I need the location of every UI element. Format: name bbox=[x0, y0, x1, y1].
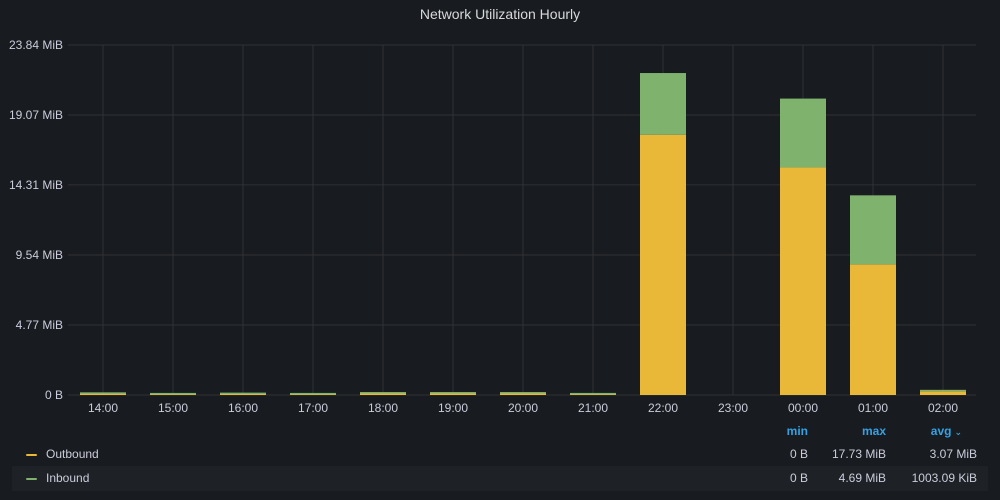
bar-outbound-2000[interactable] bbox=[500, 393, 546, 396]
bar-inbound-1800[interactable] bbox=[360, 392, 406, 394]
x-tick-label: 23:00 bbox=[718, 401, 748, 415]
x-tick-label: 16:00 bbox=[228, 401, 258, 415]
bar-inbound-1500[interactable] bbox=[150, 392, 196, 395]
inbound-swatch-icon bbox=[26, 478, 37, 480]
legend-header-avg-label: avg bbox=[930, 424, 952, 438]
bar-inbound-0200[interactable] bbox=[920, 389, 966, 392]
y-axis-labels: 0 B 4.77 MiB 9.54 MiB 14.31 MiB 19.07 MiB 23.… bbox=[9, 38, 63, 402]
panel-title: Network Utilization Hourly bbox=[419, 6, 581, 22]
bar-inbound-1400[interactable] bbox=[80, 392, 126, 394]
bar-chart: 0 B 4.77 MiB 9.54 MiB 14.31 MiB 19.07 MiB 23.… bbox=[9, 38, 976, 415]
bar-inbound-1700[interactable] bbox=[290, 392, 336, 395]
bar-inbound-2000[interactable] bbox=[500, 392, 546, 394]
legend-row-outbound[interactable]: Outbound 0 B 17.73 MiB 3.07 MiB bbox=[12, 442, 988, 467]
legend-header-avg[interactable]: avg ⌄ bbox=[900, 424, 962, 440]
outbound-swatch-icon bbox=[26, 454, 37, 456]
bar-outbound-0200[interactable] bbox=[920, 391, 966, 395]
y-tick-label: 23.84 MiB bbox=[9, 38, 63, 52]
legend-avg-value: 3.07 MiB bbox=[929, 447, 977, 461]
bar-outbound-1800[interactable] bbox=[360, 393, 406, 396]
x-tick-label: 22:00 bbox=[648, 401, 678, 415]
bar-inbound-1900[interactable] bbox=[430, 392, 476, 394]
x-axis-labels: 14:00 15:00 16:00 17:00 18:00 19:00 20:00 21:00… bbox=[88, 401, 958, 415]
legend-header-min[interactable]: min bbox=[786, 424, 808, 438]
y-tick-label: 14.31 MiB bbox=[9, 178, 63, 192]
x-tick-label: 01:00 bbox=[858, 401, 888, 415]
x-tick-label: 00:00 bbox=[788, 401, 818, 415]
x-tick-label: 17:00 bbox=[298, 401, 328, 415]
bar-inbound-1600[interactable] bbox=[220, 392, 266, 395]
legend-min-value: 0 B bbox=[789, 447, 808, 461]
x-tick-label: 19:00 bbox=[438, 401, 468, 415]
x-tick-label: 21:00 bbox=[578, 401, 608, 415]
legend-series-name[interactable]: Inbound bbox=[46, 471, 90, 485]
legend-series-name[interactable]: Outbound bbox=[46, 447, 99, 461]
bar-outbound-0000[interactable] bbox=[780, 167, 826, 395]
sort-chevron-down-icon: ⌄ bbox=[954, 427, 962, 437]
bar-outbound-0100[interactable] bbox=[850, 264, 896, 395]
bar-inbound-0100[interactable] bbox=[850, 195, 896, 265]
y-tick-label: 9.54 MiB bbox=[16, 248, 63, 262]
legend-max-value: 4.69 MiB bbox=[838, 471, 886, 485]
bar-inbound-0000[interactable] bbox=[780, 98, 826, 168]
legend-max-value: 17.73 MiB bbox=[831, 447, 886, 461]
bar-outbound-2200[interactable] bbox=[640, 134, 686, 395]
x-tick-label: 18:00 bbox=[368, 401, 398, 415]
x-tick-label: 20:00 bbox=[508, 401, 538, 415]
x-tick-label: 15:00 bbox=[158, 401, 188, 415]
y-tick-label: 19.07 MiB bbox=[9, 108, 63, 122]
bar-outbound-1600[interactable] bbox=[220, 393, 266, 396]
bar-outbound-1400[interactable] bbox=[80, 393, 126, 396]
bar-inbound-2100[interactable] bbox=[570, 392, 616, 395]
legend-avg-value: 1003.09 KiB bbox=[911, 471, 977, 485]
chart-grid bbox=[68, 44, 976, 396]
legend-header-max[interactable]: max bbox=[861, 424, 886, 438]
x-tick-label: 02:00 bbox=[928, 401, 958, 415]
x-tick-label: 14:00 bbox=[88, 401, 118, 415]
bar-inbound-2200[interactable] bbox=[640, 73, 686, 135]
legend-min-value: 0 B bbox=[789, 471, 808, 485]
y-tick-label: 0 B bbox=[45, 388, 63, 402]
chart-bars bbox=[80, 73, 966, 395]
y-tick-label: 4.77 MiB bbox=[16, 318, 63, 332]
bar-outbound-1900[interactable] bbox=[430, 393, 476, 396]
legend-row-inbound[interactable]: Inbound 0 B 4.69 MiB 1003.09 KiB bbox=[12, 466, 988, 491]
